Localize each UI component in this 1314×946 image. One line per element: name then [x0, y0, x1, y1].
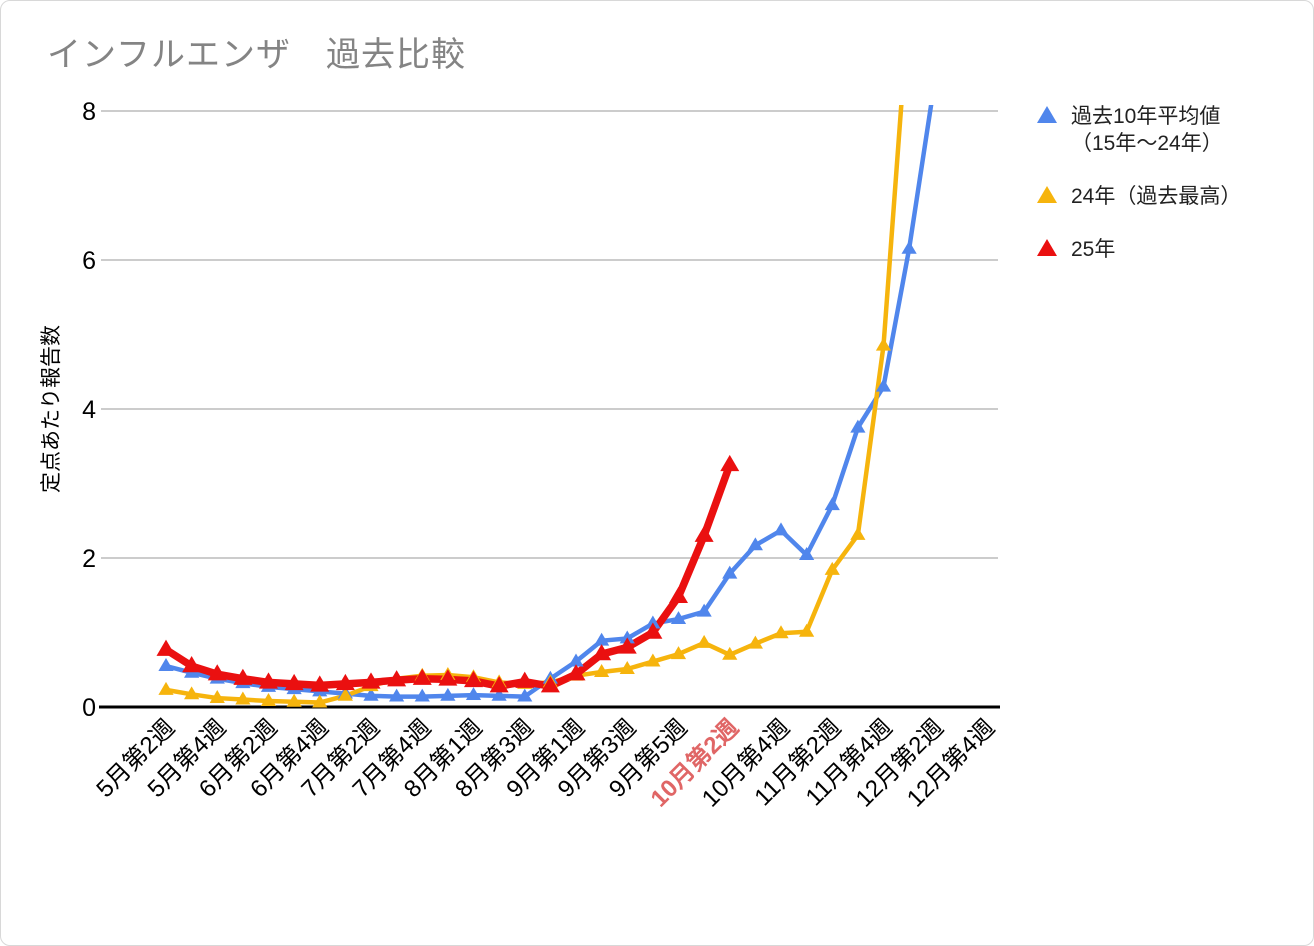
legend-item-label: 25年	[1071, 238, 1116, 261]
data-point-marker	[594, 632, 610, 646]
y-tick-label: 2	[82, 545, 96, 573]
data-point-marker	[438, 669, 458, 686]
data-point-marker	[207, 664, 227, 681]
data-point-marker	[156, 639, 176, 656]
data-point-marker	[566, 664, 586, 681]
data-point-marker	[259, 672, 278, 689]
data-point-marker	[850, 419, 866, 433]
data-point-marker	[824, 561, 840, 575]
data-point-marker	[694, 525, 714, 542]
data-point-marker	[592, 644, 612, 661]
legend-item[interactable]: 25年	[1037, 236, 1241, 263]
data-point-marker	[670, 611, 687, 625]
data-point-marker	[850, 526, 866, 540]
data-point-marker	[696, 603, 712, 617]
data-point-marker	[389, 688, 405, 702]
data-point-marker	[284, 673, 304, 691]
data-point-marker	[799, 547, 815, 560]
gridlines	[99, 110, 1000, 709]
data-point-marker	[465, 687, 482, 701]
data-point-marker	[464, 670, 483, 688]
data-point-marker	[540, 676, 560, 693]
x-axis-tick-labels: 5月第2週5月第4週6月第2週6月第4週7月第2週7月第4週8月第1週8月第3週…	[91, 713, 1000, 812]
data-point-marker	[875, 337, 892, 351]
data-point-marker	[619, 630, 635, 644]
data-point-marker	[235, 691, 251, 705]
data-point-marker	[617, 637, 637, 654]
data-point-marker	[440, 687, 456, 701]
data-point-marker	[773, 522, 789, 536]
chart-title: インフルエンザ 過去比較	[47, 36, 466, 74]
data-point-marker	[260, 693, 277, 706]
data-point-marker	[747, 635, 763, 649]
series-markers	[156, 240, 917, 708]
triangle-marker-icon	[1037, 106, 1057, 123]
data-point-marker	[773, 625, 789, 639]
data-point-marker	[568, 653, 584, 667]
data-point-marker	[799, 623, 815, 637]
data-point-marker	[312, 694, 328, 708]
legend-item-label: 24年（過去最高）	[1071, 185, 1242, 208]
y-axis-tick-labels: 0 2 4 6 8	[82, 98, 96, 722]
data-point-marker	[901, 240, 917, 254]
data-point-marker	[645, 615, 661, 629]
y-tick-label: 0	[82, 694, 96, 722]
data-point-marker	[489, 676, 509, 693]
data-point-marker	[824, 497, 840, 511]
series-line-25年	[162, 461, 734, 690]
data-point-marker	[722, 565, 738, 579]
data-point-marker	[209, 690, 225, 704]
data-point-marker	[412, 668, 432, 685]
data-point-marker	[515, 671, 535, 688]
data-point-marker	[361, 672, 381, 689]
series-line-24年（過去最高）	[163, 105, 904, 705]
data-point-marker	[594, 663, 610, 677]
data-point-marker	[619, 661, 635, 674]
data-point-marker	[184, 686, 200, 700]
data-point-marker	[669, 586, 688, 603]
y-tick-label: 4	[82, 396, 96, 424]
data-point-marker	[387, 670, 407, 687]
data-point-marker	[696, 634, 712, 648]
data-point-marker	[643, 622, 663, 639]
data-point-marker	[182, 656, 202, 673]
data-point-marker	[286, 693, 302, 707]
data-point-marker	[722, 646, 738, 660]
data-point-marker	[335, 673, 355, 691]
legend: 過去10年平均値 （15年〜24年） 24年（過去最高） 25年	[1037, 103, 1241, 263]
data-point-marker	[491, 687, 507, 701]
data-point-marker	[158, 658, 174, 671]
y-tick-label: 8	[82, 98, 96, 126]
series-lines	[162, 105, 934, 705]
data-point-marker	[720, 454, 740, 472]
data-point-marker	[747, 537, 763, 551]
data-point-marker	[310, 675, 330, 692]
data-point-marker	[233, 668, 253, 685]
data-point-marker	[158, 681, 174, 695]
y-tick-label: 6	[82, 247, 96, 275]
legend-item[interactable]: 24年（過去最高）	[1037, 183, 1241, 210]
data-point-marker	[414, 688, 430, 702]
legend-item-label: 過去10年平均値 （15年〜24年）	[1071, 105, 1223, 155]
data-point-marker	[337, 687, 353, 701]
data-point-marker	[875, 378, 892, 392]
triangle-marker-icon	[1037, 186, 1057, 203]
data-point-marker	[670, 646, 687, 660]
data-point-marker	[363, 687, 379, 701]
data-point-marker	[645, 653, 661, 667]
y-axis-title: 定点あたり報告数	[40, 325, 63, 493]
data-point-marker	[517, 688, 533, 702]
legend-item[interactable]: 過去10年平均値 （15年〜24年）	[1037, 103, 1241, 157]
triangle-marker-icon	[1037, 239, 1057, 256]
